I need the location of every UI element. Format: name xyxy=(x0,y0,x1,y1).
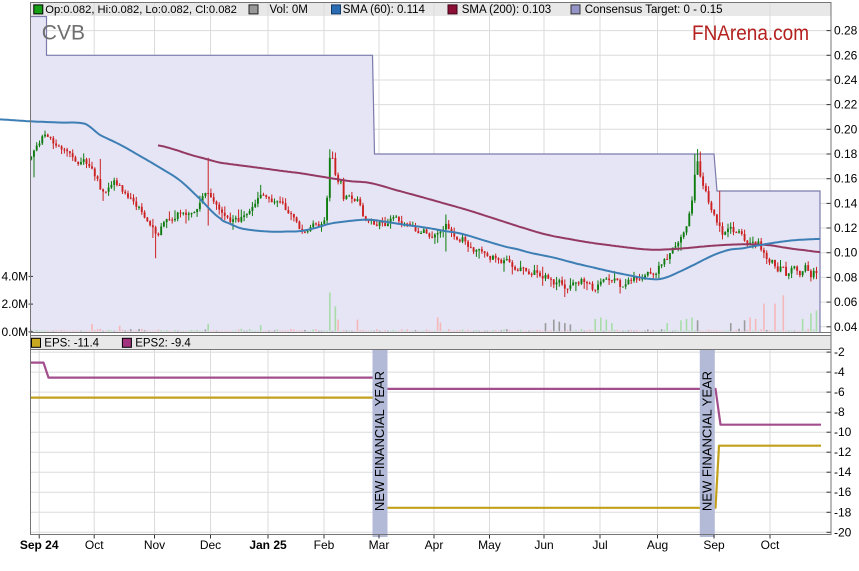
svg-text:4.0M: 4.0M xyxy=(2,269,29,283)
svg-text:Vol: 0M: Vol: 0M xyxy=(270,4,308,16)
svg-text:Nov: Nov xyxy=(144,538,165,552)
svg-text:-10: -10 xyxy=(834,425,852,439)
svg-text:Aug: Aug xyxy=(647,538,668,552)
svg-text:0.10: 0.10 xyxy=(834,246,858,260)
svg-text:EPS2: -9.4: EPS2: -9.4 xyxy=(135,338,191,350)
svg-text:Jun: Jun xyxy=(534,538,553,552)
svg-text:Jul: Jul xyxy=(592,538,607,552)
svg-text:Mar: Mar xyxy=(369,538,390,552)
svg-text:FNArena.com: FNArena.com xyxy=(692,21,809,45)
svg-text:EPS: -11.4: EPS: -11.4 xyxy=(44,338,99,350)
svg-text:0.14: 0.14 xyxy=(834,196,858,210)
svg-text:-4: -4 xyxy=(834,365,845,379)
svg-text:-2: -2 xyxy=(834,345,845,359)
svg-text:0.08: 0.08 xyxy=(834,270,858,284)
svg-text:Op:0.082, Hi:0.082, Lo:0.082,: Op:0.082, Hi:0.082, Lo:0.082, Cl:0.082 xyxy=(45,4,237,16)
svg-text:0.24: 0.24 xyxy=(834,73,858,87)
svg-text:-18: -18 xyxy=(834,505,852,519)
svg-text:0.18: 0.18 xyxy=(834,147,858,161)
svg-text:0.0M: 0.0M xyxy=(2,325,29,339)
svg-text:Sep 24: Sep 24 xyxy=(20,538,59,552)
svg-text:0.22: 0.22 xyxy=(834,98,858,112)
svg-text:Dec: Dec xyxy=(200,538,221,552)
svg-text:SMA (60): 0.114: SMA (60): 0.114 xyxy=(343,4,426,16)
svg-text:0.04: 0.04 xyxy=(834,320,858,334)
svg-text:0.28: 0.28 xyxy=(834,24,858,38)
svg-text:0.26: 0.26 xyxy=(834,48,858,62)
svg-text:0.12: 0.12 xyxy=(834,221,858,235)
svg-text:-8: -8 xyxy=(834,405,845,419)
svg-text:-6: -6 xyxy=(834,385,845,399)
svg-text:Apr: Apr xyxy=(425,538,444,552)
svg-text:-12: -12 xyxy=(834,445,852,459)
svg-text:Consensus Target: 0 - 0.15: Consensus Target: 0 - 0.15 xyxy=(585,4,723,16)
svg-text:May: May xyxy=(478,538,501,552)
svg-text:Sep: Sep xyxy=(703,538,725,552)
svg-text:0.20: 0.20 xyxy=(834,122,858,136)
svg-text:NEW FINANCIAL YEAR: NEW FINANCIAL YEAR xyxy=(372,371,387,511)
svg-text:Oct: Oct xyxy=(761,538,780,552)
svg-text:0.06: 0.06 xyxy=(834,295,858,309)
svg-text:Feb: Feb xyxy=(314,538,335,552)
svg-text:-14: -14 xyxy=(834,465,852,479)
svg-text:-16: -16 xyxy=(834,485,852,499)
svg-text:-20: -20 xyxy=(834,525,852,539)
svg-text:Oct: Oct xyxy=(85,538,104,552)
svg-text:CVB: CVB xyxy=(42,21,85,44)
svg-text:2.0M: 2.0M xyxy=(2,297,29,311)
svg-text:NEW FINANCIAL YEAR: NEW FINANCIAL YEAR xyxy=(699,371,714,511)
svg-text:SMA (200): 0.103: SMA (200): 0.103 xyxy=(462,4,552,16)
svg-text:0.16: 0.16 xyxy=(834,172,858,186)
svg-text:Jan 25: Jan 25 xyxy=(249,538,287,552)
